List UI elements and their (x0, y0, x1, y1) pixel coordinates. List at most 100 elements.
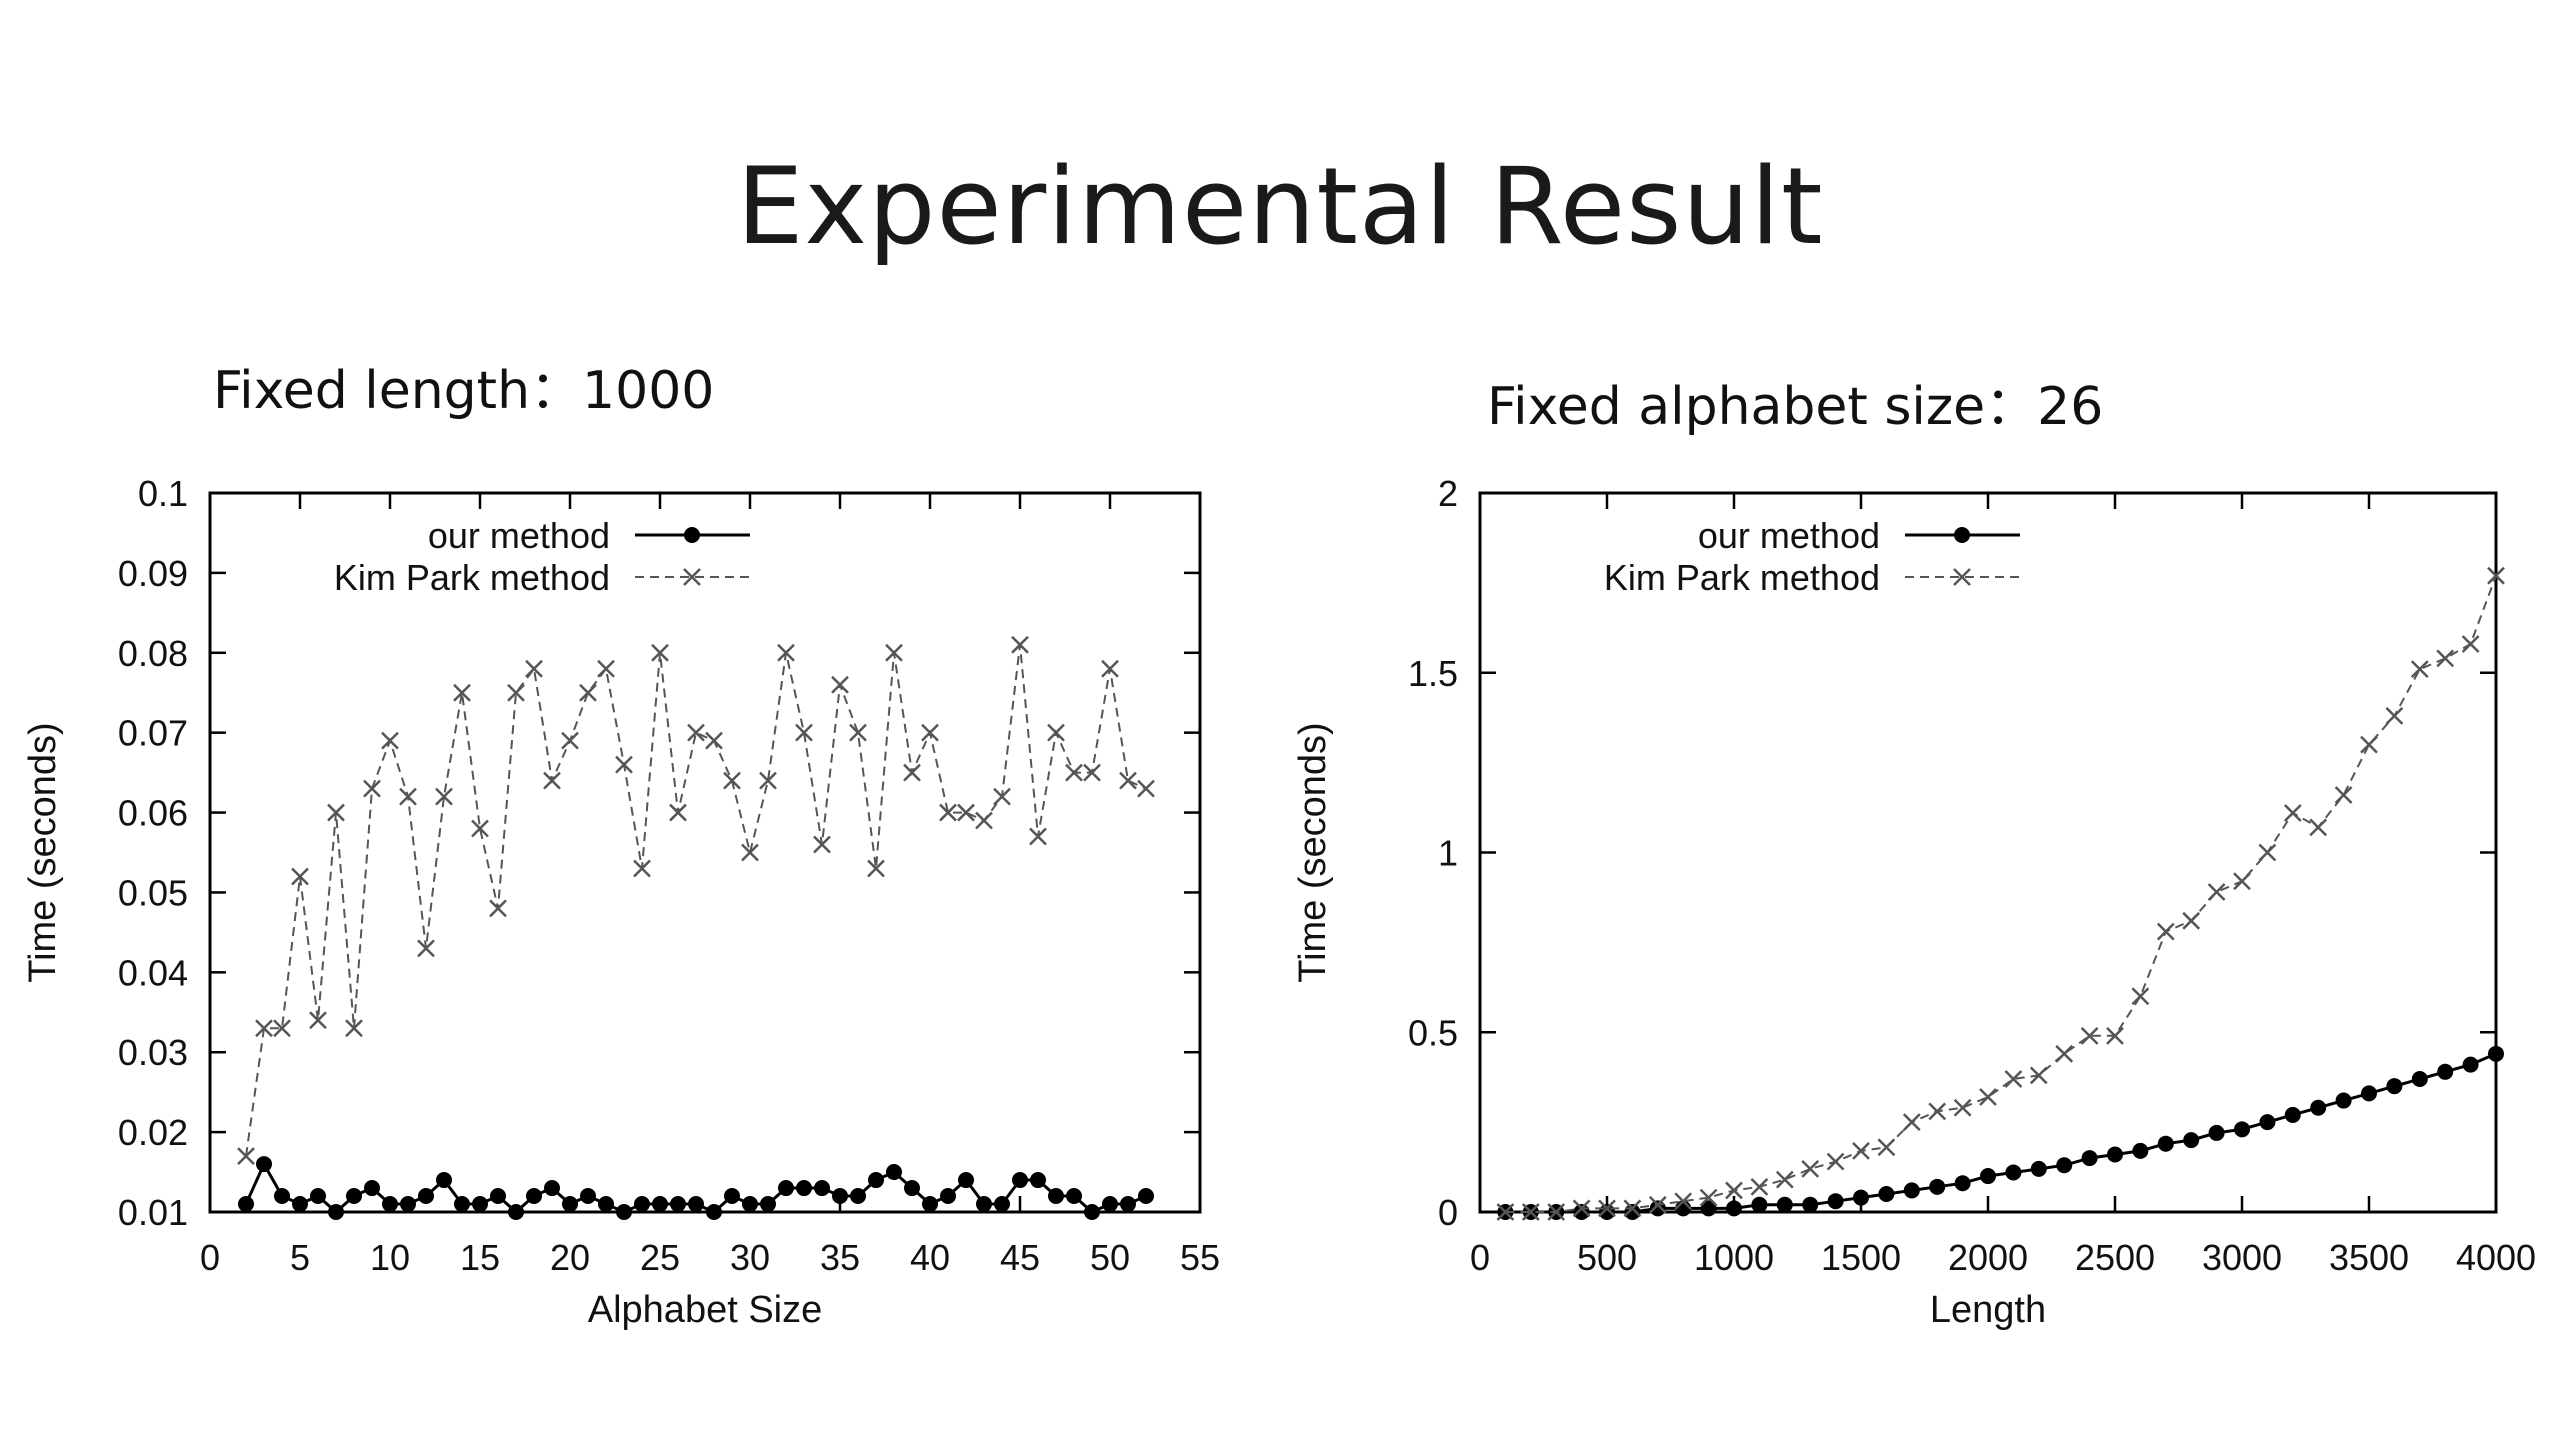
data-point-cross (921, 723, 939, 742)
x-tick-label: 1000 (1694, 1237, 1774, 1278)
x-tick-label: 0 (1470, 1237, 1490, 1278)
data-point-dot (2005, 1164, 2022, 1181)
data-point-dot (1878, 1186, 1895, 1203)
legend-label: Kim Park method (334, 557, 610, 598)
x-tick-label: 3500 (2329, 1237, 2409, 1278)
x-tick-label: 500 (1577, 1237, 1637, 1278)
x-tick-label: 55 (1180, 1237, 1220, 1278)
data-point-dot (562, 1196, 578, 1213)
x-tick-label: 15 (460, 1237, 500, 1278)
data-point-cross (417, 939, 435, 958)
data-point-cross (2283, 804, 2302, 822)
data-point-cross (1083, 763, 1101, 782)
legend-label: our method (1698, 515, 1880, 556)
data-point-cross (2385, 707, 2404, 725)
data-point-cross (1101, 659, 1119, 678)
data-point-dot (418, 1188, 434, 1205)
x-tick-label: 25 (640, 1237, 680, 1278)
data-point-cross (2106, 1026, 2124, 1045)
data-point-cross (2233, 872, 2251, 891)
x-axis-label: Alphabet Size (588, 1289, 823, 1331)
data-point-dot (1102, 1196, 1118, 1213)
data-point-cross (2360, 735, 2378, 754)
data-point-dot (310, 1188, 326, 1205)
data-point-dot (760, 1196, 776, 1213)
data-point-dot (580, 1188, 596, 1205)
data-point-cross (615, 755, 633, 774)
x-tick-label: 20 (550, 1237, 590, 1278)
data-point-cross (777, 643, 795, 662)
y-tick-label: 2 (1438, 473, 1458, 514)
data-point-cross (2258, 843, 2277, 862)
x-tick-label: 40 (910, 1237, 950, 1278)
data-point-dot (850, 1188, 866, 1205)
data-point-dot (1573, 1204, 1590, 1220)
data-point-cross (2029, 1066, 2048, 1085)
data-point-cross (759, 771, 777, 790)
data-point-dot (2310, 1099, 2327, 1116)
data-point-dot (436, 1172, 452, 1189)
data-point-dot (2030, 1160, 2047, 1177)
data-point-cross (2080, 1026, 2099, 1045)
data-point-dot (1066, 1188, 1082, 1205)
legend-cross-icon (1953, 568, 1971, 586)
y-tick-label: 0.06 (118, 793, 188, 834)
series-our-method (238, 1156, 1154, 1220)
data-point-dot (364, 1180, 380, 1197)
x-tick-label: 10 (370, 1237, 410, 1278)
data-point-dot (1624, 1204, 1641, 1220)
chart-1: 0 5 10 15 20 25 30 35 40 45 50 55 0.01 0.02 0.03 0.04 0.… (22, 473, 1220, 1331)
series-line (1505, 1052, 2497, 1214)
data-point-dot (832, 1188, 848, 1205)
data-point-cross (1011, 635, 1029, 654)
data-point-cross (1979, 1088, 1997, 1106)
data-point-cross (939, 803, 957, 822)
x-tick-label: 35 (820, 1237, 860, 1278)
y-tick-label: 0.01 (118, 1192, 188, 1233)
data-point-cross (291, 867, 309, 886)
data-point-cross (2004, 1070, 2023, 1088)
data-point-dot (490, 1188, 506, 1205)
y-tick-label: 0.5 (1408, 1012, 1458, 1053)
data-point-cross (1699, 1188, 1718, 1207)
x-tick-label: 0 (200, 1237, 220, 1278)
y-tick-label: 1.5 (1408, 653, 1458, 694)
data-point-dot (1751, 1196, 1768, 1213)
data-point-cross (435, 787, 453, 806)
data-point-cross (687, 723, 705, 742)
x-tick-label: 50 (1090, 1237, 1130, 1278)
x-tick-label: 5 (290, 1237, 310, 1278)
legend-cross-icon (683, 568, 701, 586)
x-tick-label: 2500 (2075, 1237, 2155, 1278)
data-point-cross (2207, 883, 2226, 901)
data-point-dot (1802, 1196, 1819, 1213)
y-tick-label: 0.03 (118, 1032, 188, 1073)
data-point-cross (849, 723, 867, 742)
data-point-dot (922, 1196, 938, 1213)
data-point-dot (670, 1196, 686, 1213)
data-point-cross (2461, 635, 2480, 653)
data-point-dot (778, 1180, 794, 1197)
slide-title: Experimental Result (736, 145, 1824, 268)
data-point-cross (255, 1019, 273, 1038)
data-point-cross (273, 1019, 291, 1038)
data-point-dot (742, 1196, 758, 1213)
x-tick-label: 3000 (2202, 1237, 2282, 1278)
y-axis-label: Time (seconds) (1292, 722, 1334, 982)
data-point-cross (1928, 1102, 1947, 1121)
data-point-cross (1572, 1199, 1591, 1218)
data-point-cross (831, 675, 849, 694)
plot-frame (208, 491, 1202, 1214)
data-point-dot (2437, 1063, 2454, 1080)
data-point-dot (1084, 1204, 1100, 1220)
data-point-dot (2234, 1121, 2250, 1138)
data-point-cross (345, 1019, 363, 1038)
data-point-dot (796, 1180, 812, 1197)
x-tick-label: 30 (730, 1237, 770, 1278)
data-point-cross (561, 731, 579, 750)
data-point-dot (526, 1188, 542, 1205)
data-point-cross (1953, 1098, 1972, 1117)
data-point-cross (2055, 1044, 2074, 1063)
data-point-cross (1521, 1203, 1540, 1221)
data-point-cross (1674, 1192, 1693, 1211)
